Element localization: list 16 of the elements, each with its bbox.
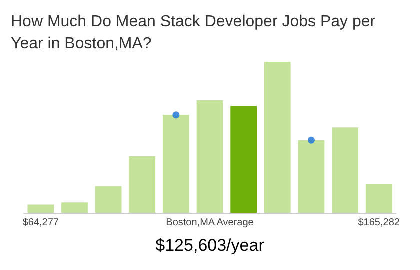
bar [332, 128, 358, 213]
text: $125,603/year [156, 236, 265, 255]
bar [264, 62, 291, 213]
bar [62, 202, 88, 213]
bar [366, 184, 392, 213]
bar [129, 156, 156, 213]
x-tick-label: $165,282 [358, 218, 400, 228]
bar [95, 186, 122, 213]
bar [196, 100, 224, 213]
x-tick-label: Boston,MA Average [166, 218, 254, 228]
x-tick-label: $64,277 [22, 218, 60, 228]
bar [298, 140, 325, 213]
chart-title: How Much Do Mean Stack Developer Jobs Pay per Year in Boston,MA? [11, 14, 380, 52]
bar [162, 115, 190, 213]
bar [230, 106, 258, 213]
bar [28, 204, 54, 213]
